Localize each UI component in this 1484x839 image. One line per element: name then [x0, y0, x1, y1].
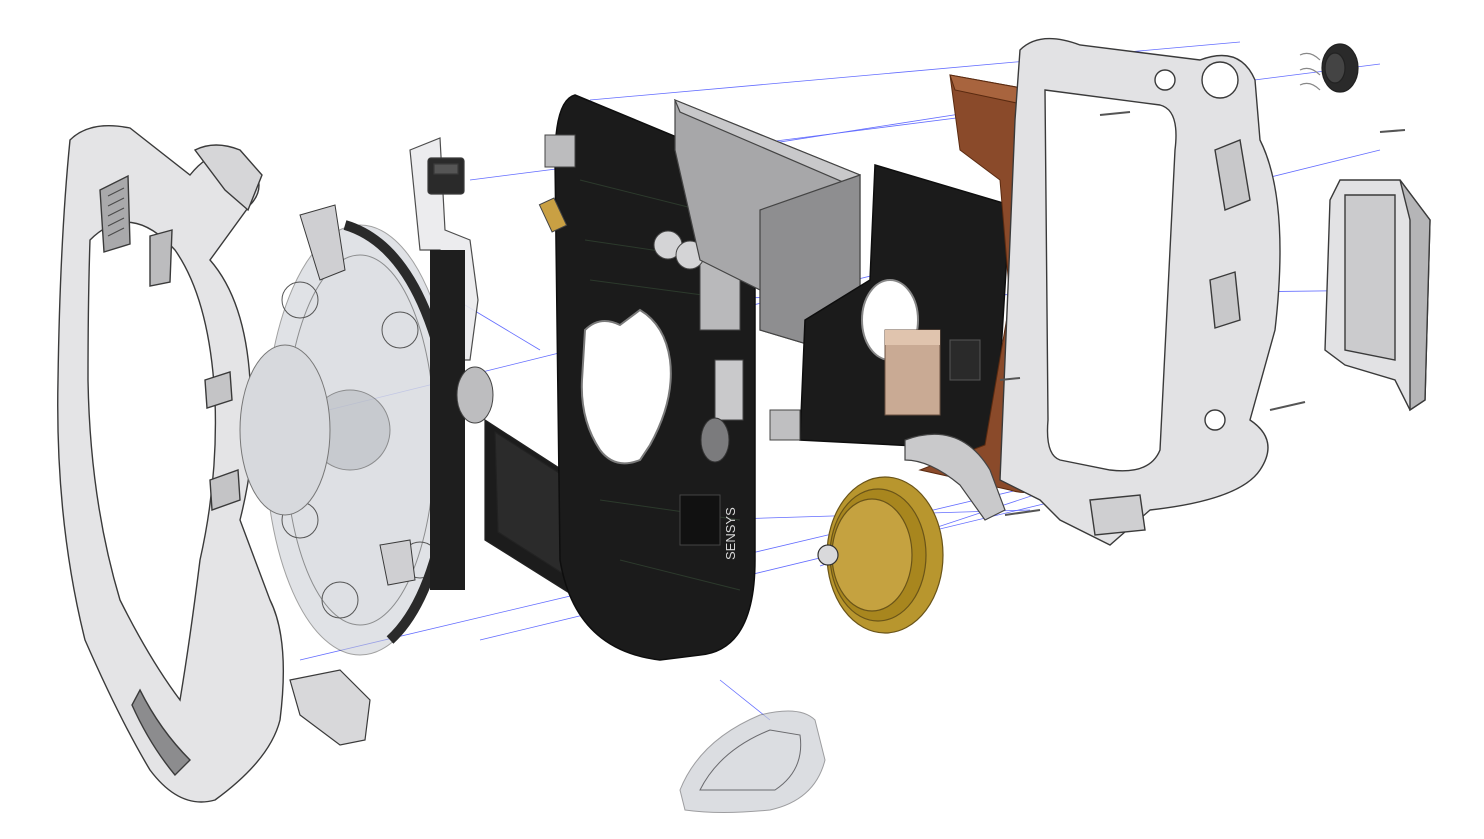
front-bezel-icon [57, 125, 285, 803]
pcb-silkscreen-label: SENSYS [723, 507, 738, 560]
latch-icon [289, 669, 371, 746]
wheel-icon [817, 433, 1006, 634]
pcb-icon [769, 164, 1011, 451]
frame-icon [999, 37, 1281, 546]
rotor-cover-icon [264, 204, 456, 656]
screw-icon [999, 111, 1406, 516]
cover-icon [1324, 179, 1431, 412]
rotor-ring-icon [343, 220, 494, 644]
axis-line [719, 679, 771, 721]
lens-icon [239, 344, 331, 516]
axis-line [479, 499, 1061, 641]
crown-icon [1299, 43, 1359, 93]
clip-icon [679, 710, 826, 813]
